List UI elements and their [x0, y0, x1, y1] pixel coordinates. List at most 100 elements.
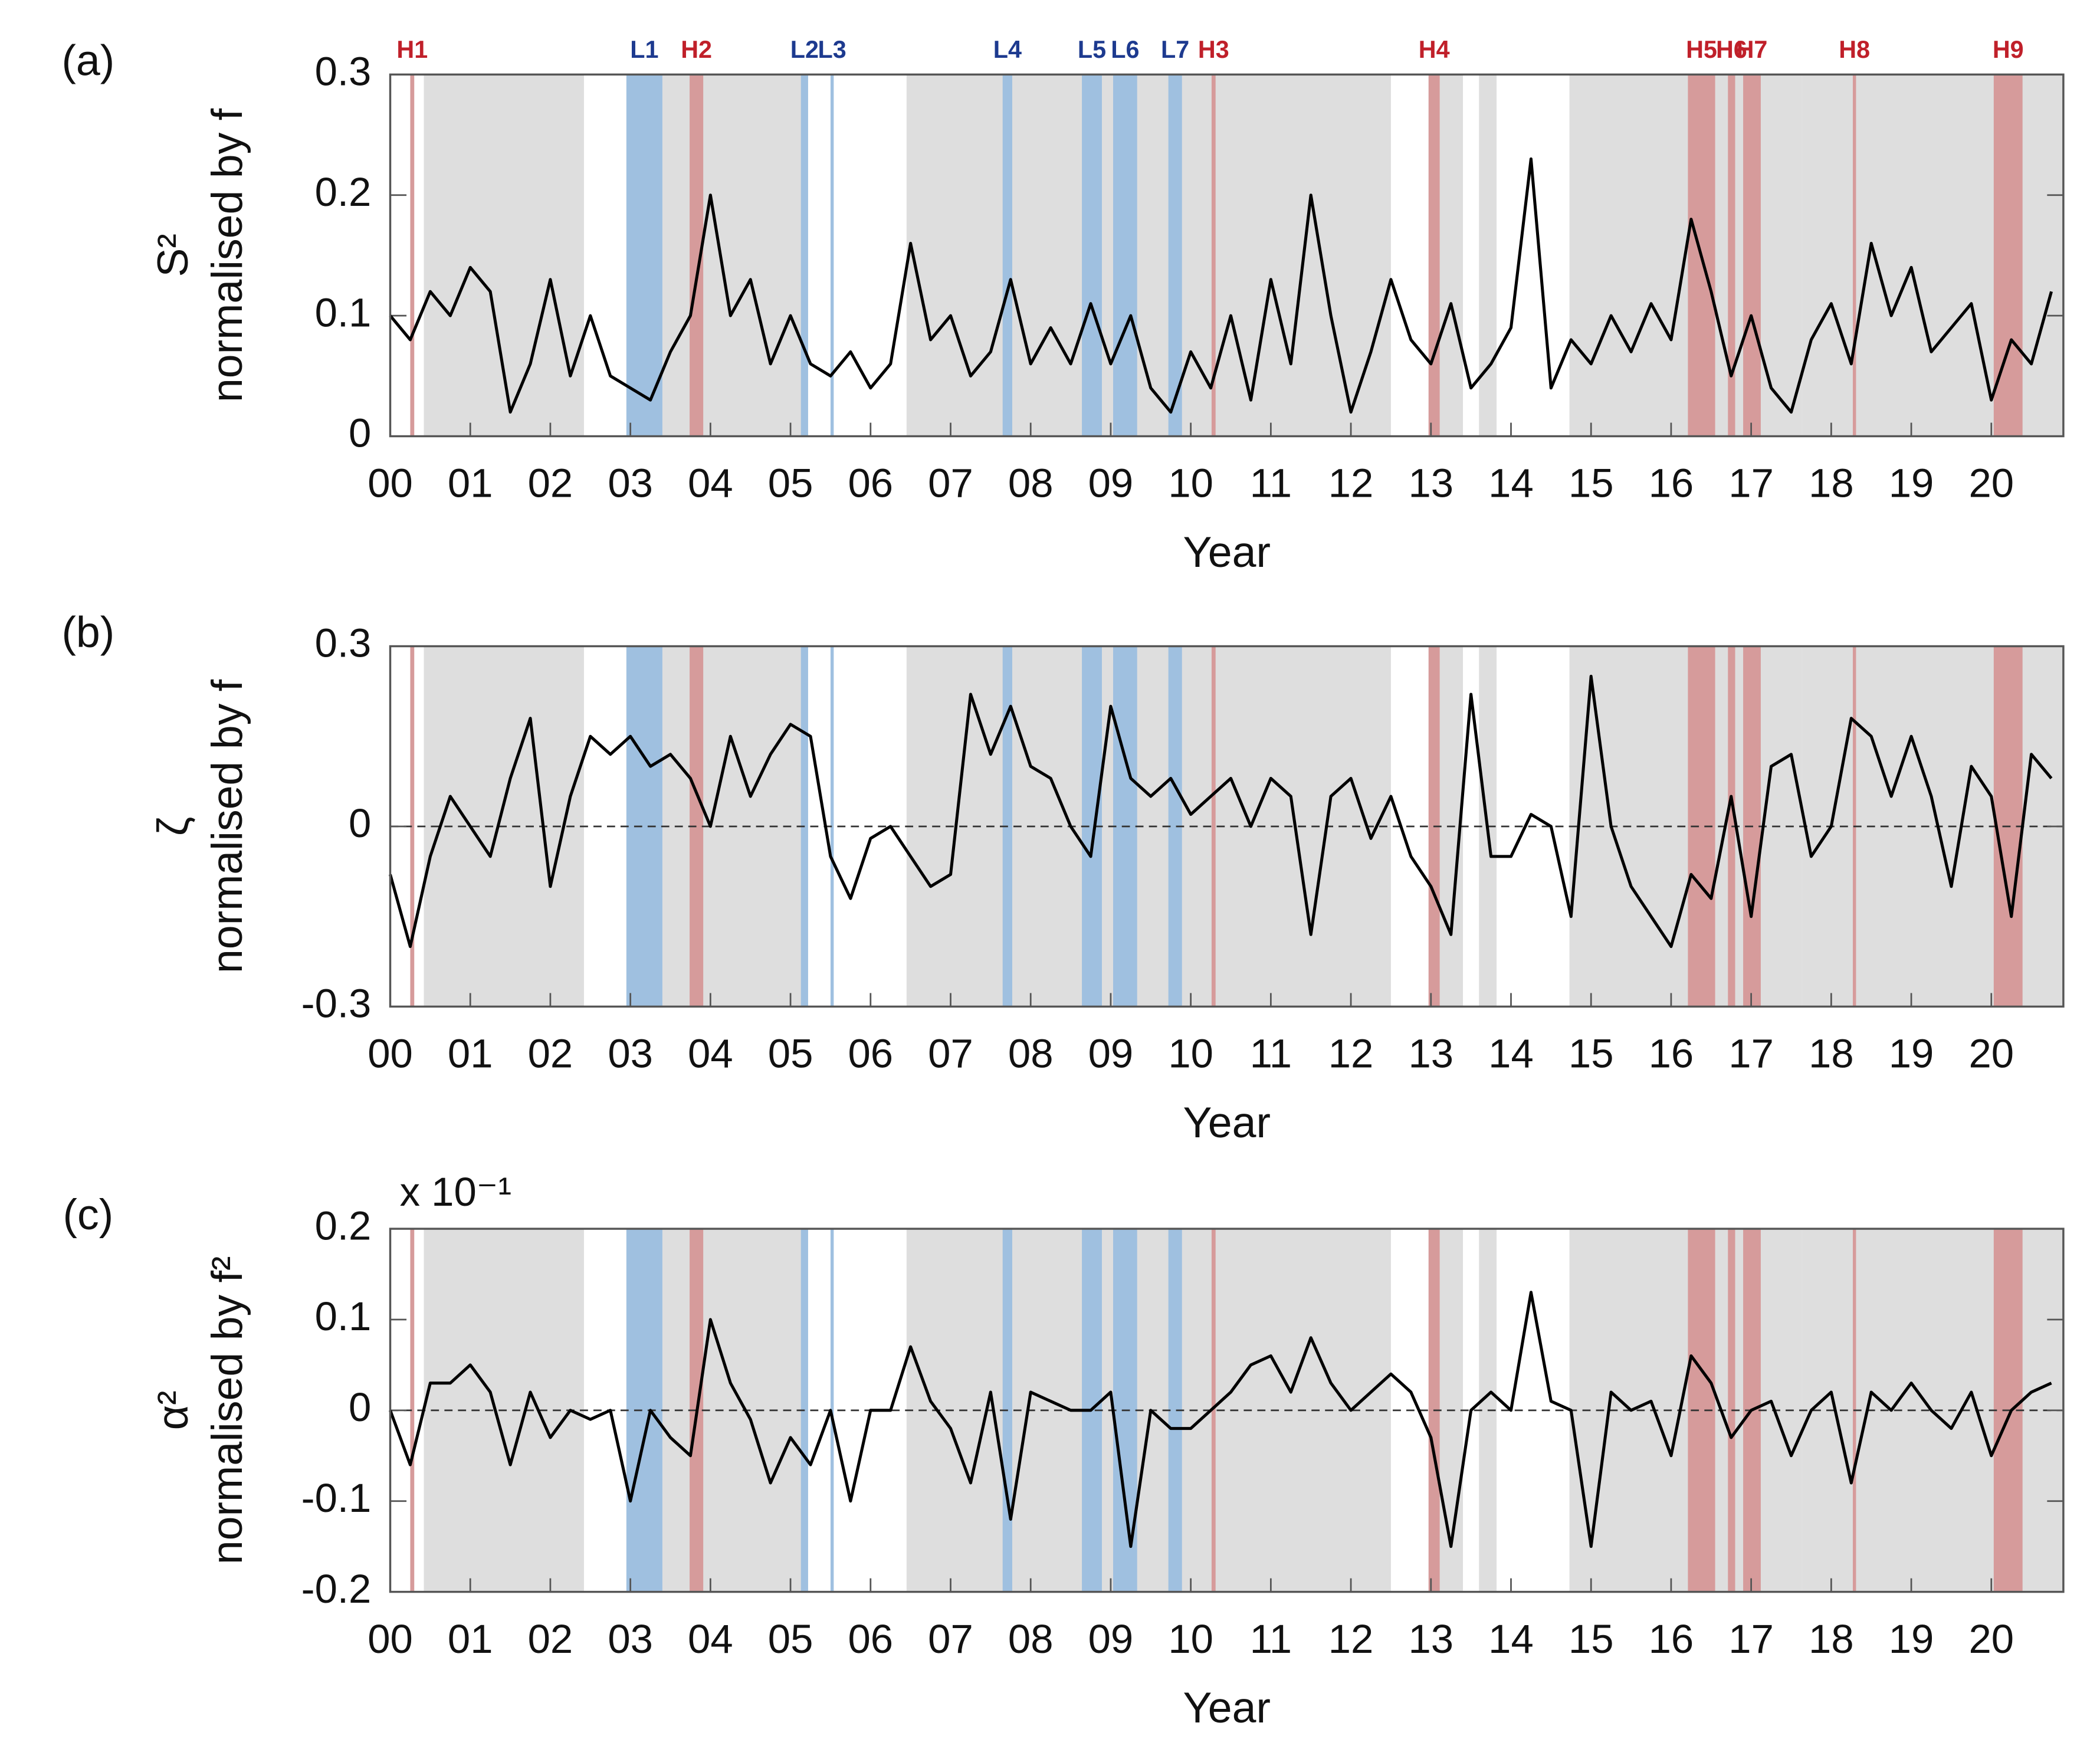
- panel: -0.2 -0.1 0 0.1 0.2 00 01 02 03 04 05 06 07 08 09 10 11 1…: [63, 1169, 2065, 1732]
- plot-frame: [389, 1228, 2065, 1593]
- x-tick-label: 20: [1968, 1616, 2014, 1662]
- event-band: [1743, 74, 1761, 437]
- x-tick-label: 13: [1408, 1616, 1453, 1662]
- event-label: H2: [681, 36, 712, 63]
- event-label: L1: [630, 36, 658, 63]
- event-label: H3: [1198, 36, 1229, 63]
- y-axis-label: ζ: [148, 817, 197, 836]
- x-tick-label: 04: [688, 1031, 733, 1077]
- series-line: [389, 674, 2053, 949]
- event-label: L4: [993, 36, 1022, 63]
- event-label: L6: [1111, 36, 1139, 63]
- x-tick-label: 02: [528, 1031, 573, 1077]
- x-tick-label: 15: [1569, 461, 1614, 506]
- event-band: [1211, 1229, 1216, 1592]
- x-tick-label: 16: [1649, 461, 1694, 506]
- event-label: H7: [1737, 36, 1768, 63]
- y-tick-label: 0: [349, 411, 371, 456]
- event-band: [830, 74, 834, 437]
- event-band: [1168, 646, 1182, 1007]
- y-tick-label: 0.1: [315, 1294, 372, 1339]
- event-band: [626, 1229, 662, 1592]
- x-tick-label: 04: [688, 1616, 733, 1662]
- event-band: [800, 74, 808, 437]
- gray-period: [1569, 646, 1802, 1007]
- x-tick-label: 19: [1889, 461, 1934, 506]
- event-band: [1168, 1229, 1182, 1592]
- y-tick-label: 0: [349, 1384, 371, 1430]
- event-band: [1002, 74, 1013, 437]
- panel-label: (b): [61, 608, 114, 657]
- event-band: [1082, 74, 1102, 437]
- scale-note: x 10⁻¹: [400, 1169, 512, 1215]
- x-axis-label: Year: [1183, 527, 1270, 576]
- x-tick-label: 15: [1569, 1031, 1614, 1077]
- event-label: L5: [1078, 36, 1106, 63]
- x-tick-label: 14: [1488, 1031, 1534, 1077]
- x-tick-label: 09: [1088, 461, 1134, 506]
- x-tick-label: 03: [608, 1616, 653, 1662]
- event-band: [830, 646, 834, 1007]
- x-tick-label: 12: [1328, 1616, 1374, 1662]
- event-band: [1211, 74, 1216, 437]
- y-tick-label: -0.1: [301, 1475, 372, 1521]
- event-band: [1852, 74, 1856, 437]
- event-label: H8: [1839, 36, 1870, 63]
- series-line: [389, 1291, 2052, 1548]
- x-tick-label: 01: [448, 461, 493, 506]
- x-tick-label: 08: [1008, 1031, 1054, 1077]
- x-tick-label: 17: [1728, 1616, 1774, 1662]
- event-label: L7: [1161, 36, 1189, 63]
- x-tick-label: 18: [1809, 461, 1854, 506]
- event-band: [410, 1229, 415, 1592]
- x-tick-label: 20: [1968, 461, 2014, 506]
- x-tick-label: 02: [528, 461, 573, 506]
- panel-label: (c): [63, 1190, 114, 1239]
- y-tick-label: 0.2: [315, 1203, 372, 1248]
- y-axis-label: normalised by f: [202, 679, 251, 973]
- x-tick-label: 02: [528, 1616, 573, 1662]
- x-axis-label: Year: [1183, 1098, 1270, 1147]
- event-band: [1168, 74, 1182, 437]
- x-tick-label: 11: [1250, 1616, 1292, 1662]
- x-tick-label: 08: [1008, 461, 1054, 506]
- gray-period: [662, 74, 805, 437]
- y-axis-label: S²: [148, 234, 197, 277]
- x-tick-label: 06: [848, 1031, 893, 1077]
- y-tick-label: 0.3: [315, 621, 372, 666]
- x-tick-label: 14: [1488, 1616, 1534, 1662]
- x-tick-label: 00: [368, 1616, 413, 1662]
- panel: -0.3 0 0.3 00 01 02 03 04 05 06 07 08 09 10 11 12 13 14 15…: [61, 608, 2065, 1147]
- x-tick-label: 06: [848, 461, 893, 506]
- x-tick-label: 06: [848, 1616, 893, 1662]
- x-tick-label: 01: [448, 1616, 493, 1662]
- gray-period: [1439, 74, 1464, 437]
- x-tick-label: 18: [1809, 1031, 1854, 1077]
- event-band: [410, 74, 415, 437]
- x-tick-label: 07: [928, 461, 973, 506]
- event-label: H1: [396, 36, 428, 63]
- panel-label: (a): [61, 35, 114, 84]
- x-tick-label: 11: [1250, 1031, 1292, 1077]
- y-tick-label: -0.3: [301, 981, 372, 1026]
- x-tick-label: 12: [1328, 1031, 1374, 1077]
- plot-frame: [389, 645, 2065, 1008]
- x-tick-label: 11: [1250, 461, 1292, 506]
- x-axis-label: Year: [1183, 1683, 1270, 1732]
- y-tick-label: -0.2: [301, 1566, 372, 1612]
- event-band: [690, 74, 704, 437]
- x-tick-label: 05: [768, 1616, 813, 1662]
- event-label: L2: [790, 36, 819, 63]
- x-tick-label: 13: [1408, 1031, 1453, 1077]
- event-label: H5: [1686, 36, 1717, 63]
- event-label: H6: [1716, 36, 1747, 63]
- plot-frame: [389, 73, 2065, 438]
- x-tick-label: 10: [1168, 461, 1213, 506]
- event-label: H9: [1993, 36, 2024, 63]
- gray-period: [1569, 1229, 1802, 1592]
- x-tick-label: 19: [1889, 1031, 1934, 1077]
- event-band: [626, 646, 662, 1007]
- event-label: H4: [1419, 36, 1450, 63]
- x-tick-label: 01: [448, 1031, 493, 1077]
